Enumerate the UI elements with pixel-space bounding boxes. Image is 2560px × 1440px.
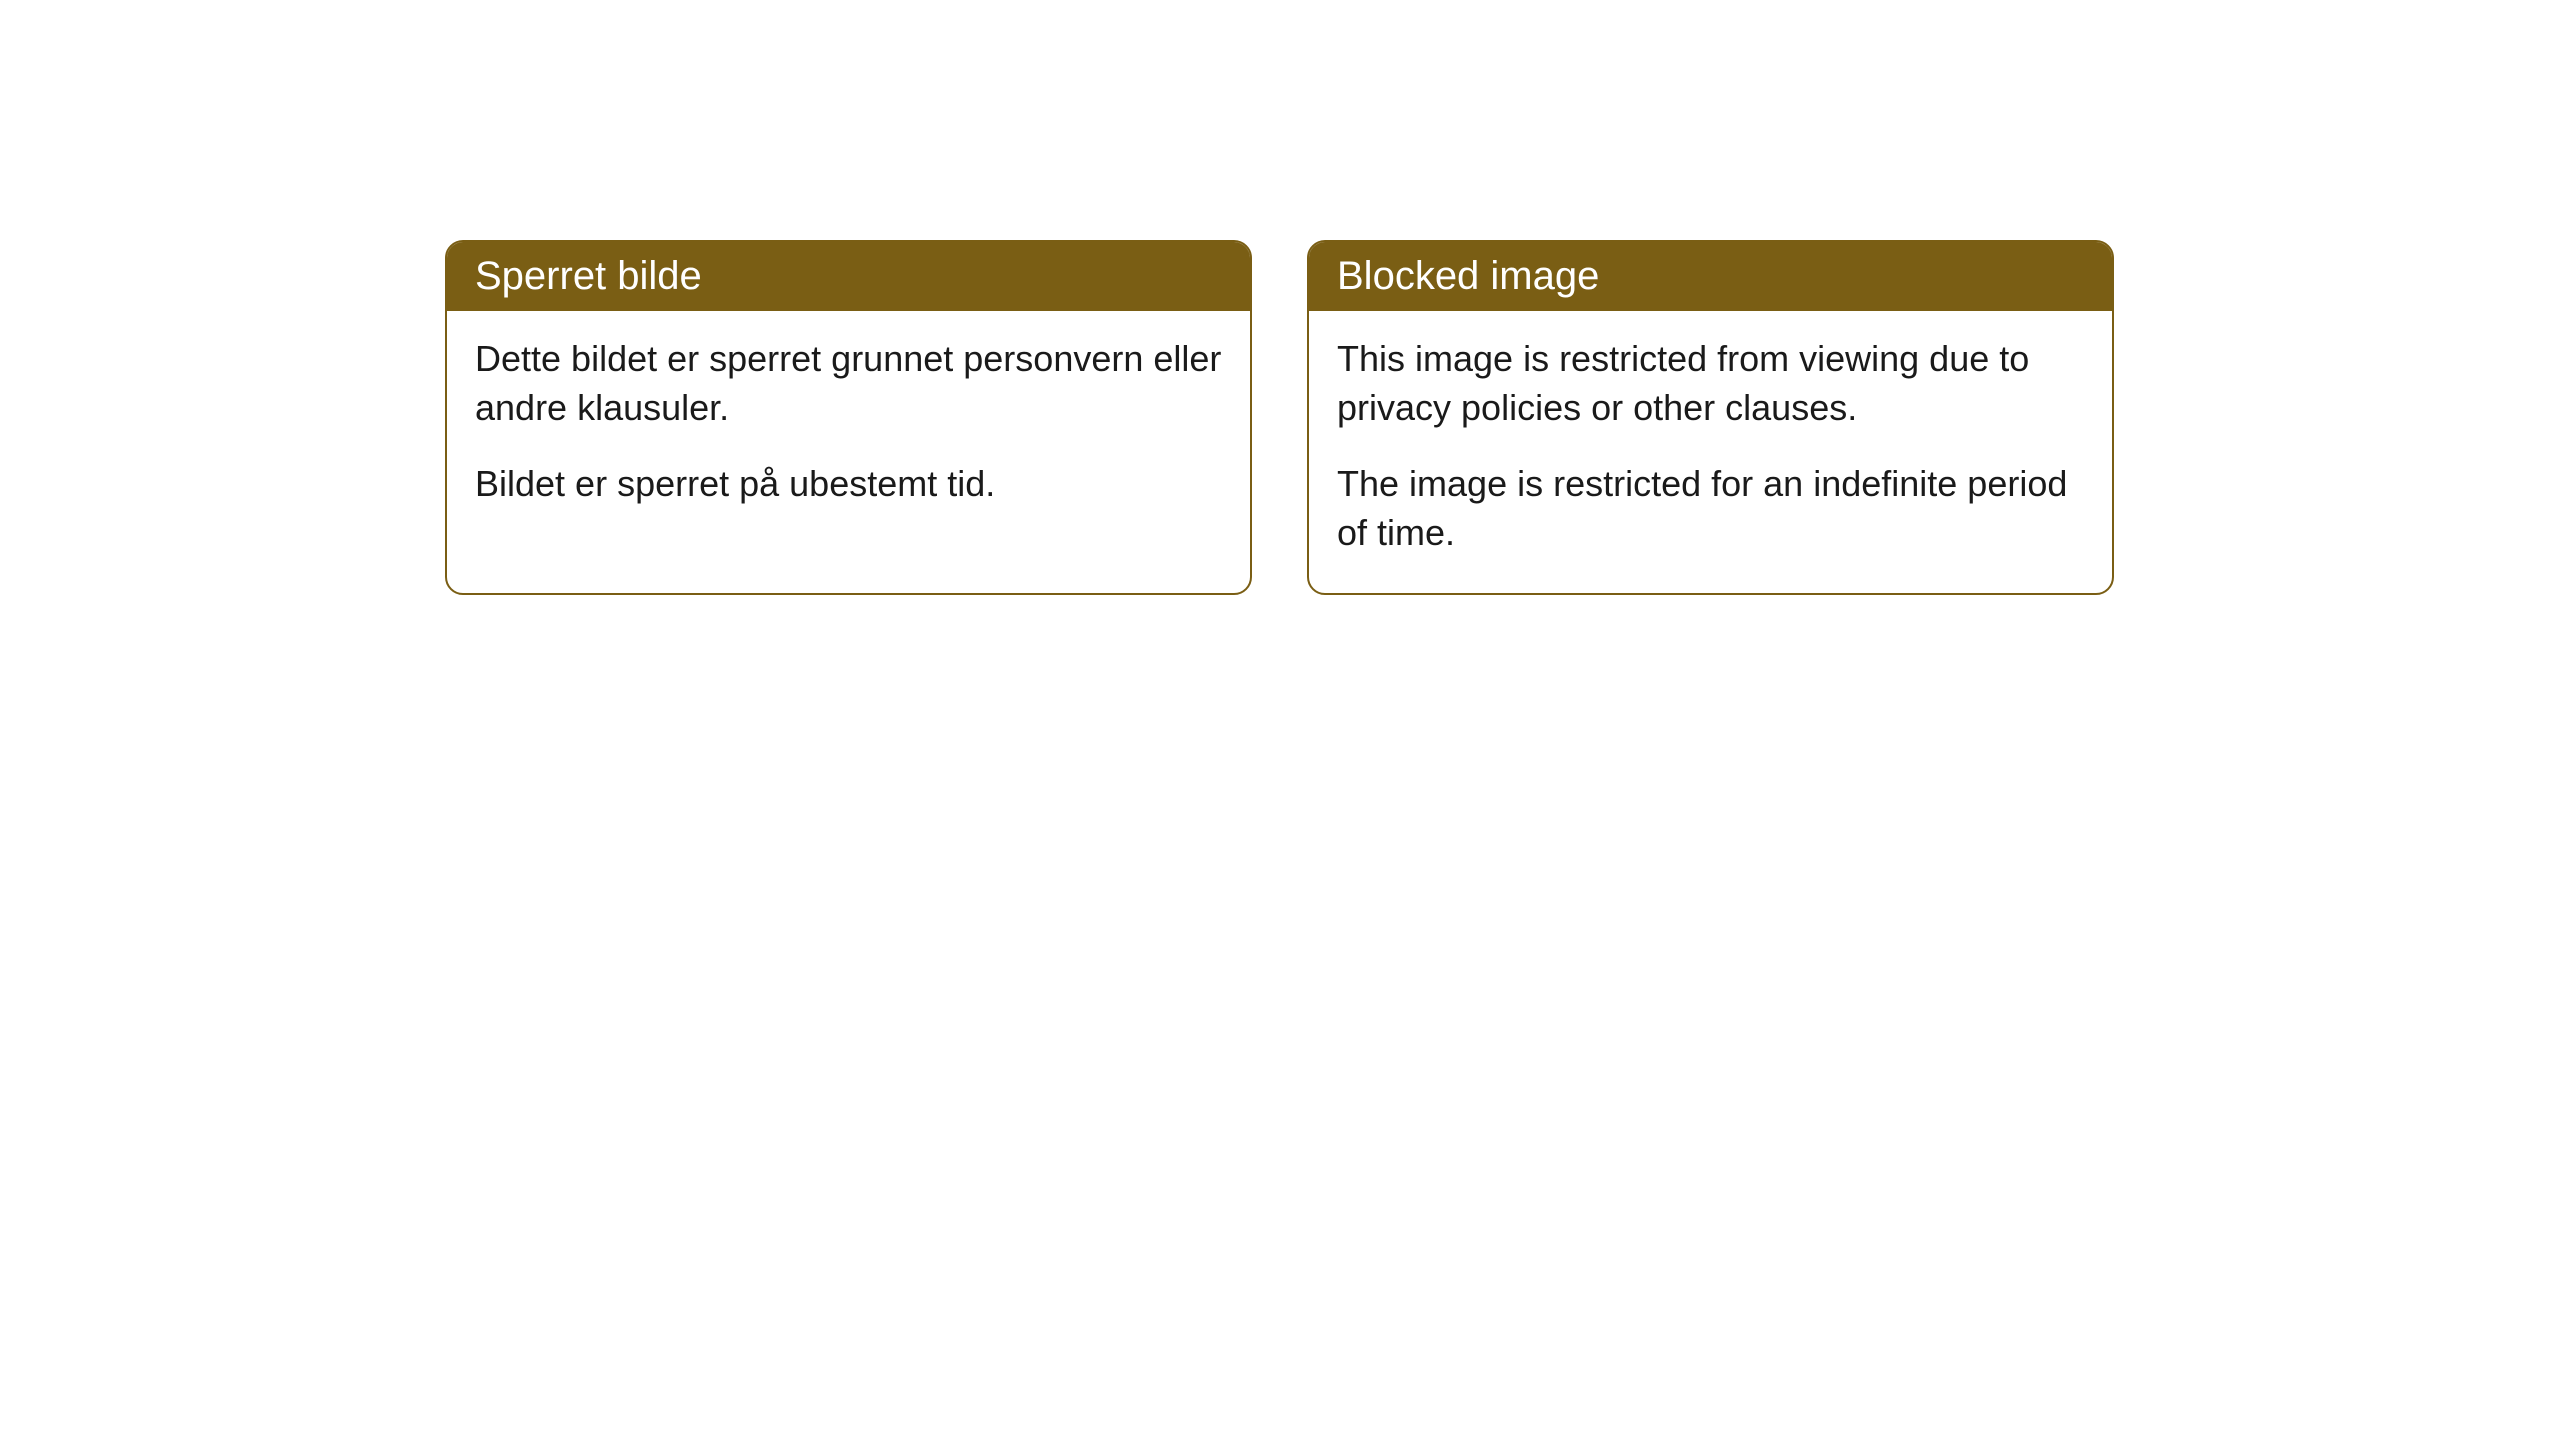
card-body: This image is restricted from viewing du… bbox=[1309, 311, 2112, 593]
card-paragraph: Bildet er sperret på ubestemt tid. bbox=[475, 460, 1222, 509]
card-header: Sperret bilde bbox=[447, 242, 1250, 311]
card-header: Blocked image bbox=[1309, 242, 2112, 311]
card-paragraph: This image is restricted from viewing du… bbox=[1337, 335, 2084, 432]
card-paragraph: Dette bildet er sperret grunnet personve… bbox=[475, 335, 1222, 432]
notice-card-english: Blocked image This image is restricted f… bbox=[1307, 240, 2114, 595]
card-title: Sperret bilde bbox=[475, 254, 702, 298]
card-title: Blocked image bbox=[1337, 254, 1599, 298]
card-paragraph: The image is restricted for an indefinit… bbox=[1337, 460, 2084, 557]
notice-card-norwegian: Sperret bilde Dette bildet er sperret gr… bbox=[445, 240, 1252, 595]
notice-cards-container: Sperret bilde Dette bildet er sperret gr… bbox=[445, 240, 2560, 595]
card-body: Dette bildet er sperret grunnet personve… bbox=[447, 311, 1250, 545]
